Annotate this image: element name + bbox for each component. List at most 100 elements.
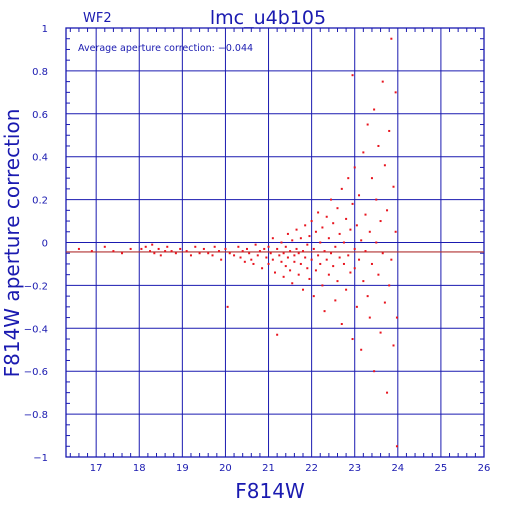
data-point [383, 164, 386, 167]
data-point [314, 230, 317, 233]
data-point [286, 256, 289, 259]
data-point [166, 245, 169, 248]
data-point [370, 177, 373, 180]
data-point [388, 129, 391, 132]
chart-title: lmc_u4b105 [210, 7, 326, 29]
data-point [394, 91, 397, 94]
data-point [237, 245, 240, 248]
data-point [345, 217, 348, 220]
data-point [291, 239, 294, 242]
data-point [149, 250, 152, 253]
data-point [250, 258, 253, 261]
data-point [310, 220, 313, 223]
data-point [321, 226, 324, 229]
data-point [351, 74, 354, 77]
data-point [349, 271, 352, 274]
x-tick-label: 17 [90, 463, 103, 474]
data-point [151, 243, 154, 246]
data-point [360, 239, 363, 242]
data-point [377, 273, 380, 276]
data-point [263, 247, 266, 250]
data-point [353, 267, 356, 270]
data-point [383, 301, 386, 304]
data-point [112, 250, 115, 253]
data-point [289, 269, 292, 272]
data-point [170, 250, 173, 253]
data-point [381, 80, 384, 83]
data-point [332, 222, 335, 225]
data-point [314, 269, 317, 272]
data-point [317, 211, 320, 214]
average-correction-annotation: Average aperture correction: −0.044 [78, 43, 253, 54]
data-point [278, 254, 281, 257]
data-point [261, 267, 264, 270]
data-point [295, 247, 298, 250]
x-tick-label: 26 [478, 463, 491, 474]
data-point [353, 247, 356, 250]
data-point [304, 256, 307, 259]
x-tick-label: 25 [435, 463, 448, 474]
data-point [302, 288, 305, 291]
x-tick-label: 24 [391, 463, 404, 474]
data-point [332, 265, 335, 268]
data-point [392, 344, 395, 347]
data-point [157, 247, 160, 250]
data-point [362, 151, 365, 154]
y-tick-label: 0.2 [32, 196, 48, 207]
data-point [233, 254, 236, 257]
data-point [330, 252, 333, 255]
data-point [256, 254, 259, 257]
data-point [355, 224, 358, 227]
data-point [299, 262, 302, 265]
data-point [282, 275, 285, 278]
data-point [252, 262, 255, 265]
data-point [228, 252, 231, 255]
data-point [220, 258, 223, 261]
data-point [368, 230, 371, 233]
data-point [379, 331, 382, 334]
data-point [360, 348, 363, 351]
data-point [271, 237, 274, 240]
data-point [368, 316, 371, 319]
data-point [336, 280, 339, 283]
data-point [269, 252, 272, 255]
data-point [284, 265, 287, 268]
data-point [243, 260, 246, 263]
data-point [338, 256, 341, 259]
data-point [297, 252, 300, 255]
data-point [358, 194, 361, 197]
data-point [345, 288, 348, 291]
data-point [358, 258, 361, 261]
data-point [77, 247, 80, 250]
data-point [327, 273, 330, 276]
data-point [377, 144, 380, 147]
data-point [323, 310, 326, 313]
data-point [217, 250, 220, 253]
data-point [207, 252, 210, 255]
y-tick-label: −0.6 [24, 367, 48, 378]
data-point [306, 243, 309, 246]
data-point [342, 241, 345, 244]
data-point [297, 273, 300, 276]
data-point [355, 305, 358, 308]
data-points [77, 37, 398, 448]
data-point [386, 209, 389, 212]
data-point [293, 254, 296, 257]
y-axis-label: F814W aperture correction [0, 109, 24, 378]
data-point [310, 258, 313, 261]
data-point [267, 262, 270, 265]
data-point [274, 271, 276, 274]
y-tick-label: 0.8 [32, 67, 48, 78]
data-point [185, 250, 188, 253]
data-point [144, 245, 147, 248]
y-tick-label: −1 [33, 453, 48, 464]
data-point [90, 250, 93, 253]
data-point [198, 252, 201, 255]
data-point [306, 267, 309, 270]
x-tick-label: 21 [262, 463, 275, 474]
data-point [153, 252, 156, 255]
data-point [159, 254, 162, 257]
data-point [164, 250, 167, 253]
data-point [366, 295, 369, 298]
